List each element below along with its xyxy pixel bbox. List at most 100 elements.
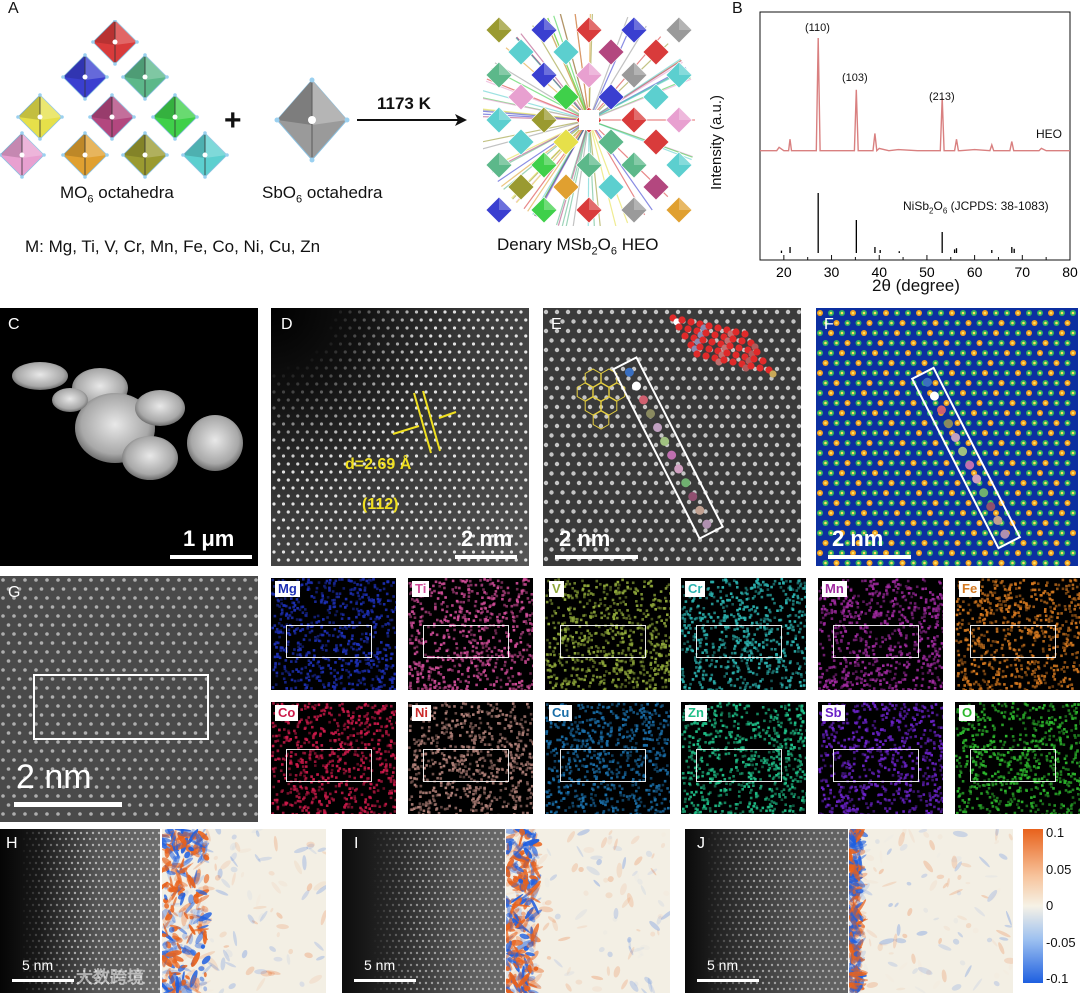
atom (419, 542, 423, 546)
eds-signal (300, 623, 303, 626)
eds-signal (339, 626, 342, 629)
atom (448, 366, 452, 370)
atom-core (983, 311, 987, 315)
atom (324, 462, 328, 466)
eds-signal (520, 589, 523, 593)
atom (357, 550, 362, 554)
atom (367, 326, 371, 330)
atom (462, 358, 466, 362)
atom (357, 310, 362, 314)
eds-signal (384, 664, 388, 667)
atom-core (895, 371, 899, 375)
eds-signal (327, 658, 331, 662)
eds-signal (388, 646, 392, 650)
eds-signal (298, 608, 302, 612)
atom (758, 471, 763, 476)
atom-core (917, 351, 921, 355)
atom (78, 704, 82, 708)
atom (254, 686, 258, 690)
atom-core (895, 411, 899, 415)
eds-signal (273, 665, 277, 669)
atom (329, 550, 333, 554)
eds-signal (480, 602, 484, 606)
atom-core (972, 471, 976, 475)
atom (659, 528, 664, 533)
atom (391, 526, 395, 530)
atom (160, 785, 165, 789)
atom-core (840, 391, 844, 395)
atom-core (1055, 341, 1058, 345)
atom (476, 414, 480, 418)
eds-signal (314, 636, 317, 639)
atom (524, 382, 528, 386)
eds-signal (435, 666, 438, 669)
atom (133, 794, 137, 798)
eds-signal (483, 626, 487, 629)
atom (17, 713, 22, 717)
eds-signal (382, 647, 386, 651)
eds-signal (334, 649, 338, 653)
atom (626, 471, 631, 476)
atom (500, 550, 504, 554)
atom (785, 461, 791, 467)
atom-core (1011, 401, 1014, 405)
atom-core (1066, 341, 1069, 345)
eds-signal (506, 586, 510, 590)
atom (405, 390, 409, 394)
atom (670, 490, 675, 495)
atom-core (818, 331, 822, 335)
atom (300, 454, 305, 458)
eds-signal (319, 667, 323, 670)
atom (50, 713, 55, 717)
atom (204, 767, 209, 771)
atom (452, 438, 457, 442)
atom (429, 558, 433, 562)
atom (376, 454, 381, 458)
atom-core (890, 361, 893, 365)
eds-signal (462, 595, 466, 598)
atom (467, 462, 471, 466)
atom-core (901, 341, 904, 345)
atom (210, 632, 214, 636)
atom (357, 534, 362, 538)
atom (89, 812, 93, 816)
eds-signal (467, 681, 470, 684)
atom-core (835, 341, 838, 345)
atom-core (972, 531, 976, 535)
atom-core (1027, 311, 1031, 315)
eds-signal (429, 671, 432, 674)
atom (67, 794, 71, 798)
crystal-octahedron (552, 173, 580, 201)
atom (45, 722, 49, 726)
atom-core (934, 521, 937, 525)
atom (481, 470, 485, 474)
atom-core (1049, 491, 1053, 495)
atom (149, 785, 154, 789)
eds-signal (325, 649, 328, 652)
eds-signal (621, 613, 625, 616)
atom (381, 398, 385, 402)
atom (6, 731, 11, 735)
atom (319, 454, 324, 458)
atom (116, 587, 121, 591)
atom (296, 494, 300, 498)
eds-signal (327, 682, 331, 685)
atom (272, 534, 276, 538)
atom-core (824, 561, 827, 565)
atom-core (1033, 541, 1036, 545)
atom-core (829, 331, 833, 335)
atom (122, 668, 126, 672)
eds-signal (425, 687, 428, 690)
eds-signal (359, 578, 362, 582)
eds-signal (520, 600, 524, 604)
eds-signal (482, 670, 485, 674)
eds-signal (335, 595, 339, 599)
eds-signal (513, 620, 516, 623)
atom (286, 398, 290, 402)
eds-signal (458, 664, 462, 667)
atom (133, 740, 137, 744)
atom (1, 632, 5, 636)
eds-signal (496, 586, 500, 590)
atom (319, 550, 324, 554)
atom (424, 502, 428, 506)
